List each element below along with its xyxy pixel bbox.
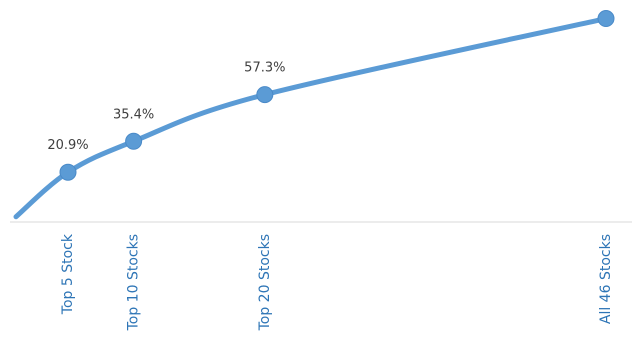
x-tick-label: Top 20 Stocks xyxy=(257,234,273,331)
x-tick-label: Top 10 Stocks xyxy=(126,234,142,331)
x-tick-label: All 46 Stocks xyxy=(598,234,614,324)
data-label: 35.4% xyxy=(113,107,154,122)
data-point xyxy=(125,132,143,150)
series-line xyxy=(13,16,609,220)
x-tick-label: Top 5 Stock xyxy=(60,233,76,315)
tick-labels: Top 5 Stock Top 10 Stocks Top 20 Stocks All… xyxy=(60,233,614,331)
data-point xyxy=(59,163,77,181)
data-point xyxy=(597,10,615,28)
data-label: 57.3% xyxy=(244,61,285,76)
data-points xyxy=(59,10,615,181)
data-point xyxy=(256,86,274,104)
data-labels: 20.9%35.4%57.3%93.0% xyxy=(47,61,285,154)
data-label: 20.9% xyxy=(47,138,88,153)
